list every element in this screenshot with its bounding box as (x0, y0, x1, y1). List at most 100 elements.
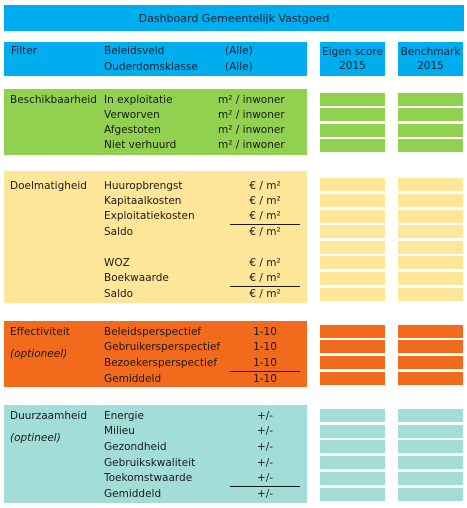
eigen-score-header: Eigen score 2015 (320, 42, 385, 76)
subtotal-underline (230, 486, 300, 487)
metric-label: Gebruikersperspectief (104, 341, 221, 353)
eigen-score-cell (320, 272, 385, 285)
metric-label: Bezoekersperspectief (104, 357, 218, 369)
filter-label: Filter (11, 45, 38, 57)
metric-label: Exploitatiekosten (104, 210, 195, 222)
metric-unit: 1-10 (253, 341, 277, 353)
eigen-score-cell (320, 210, 385, 223)
benchmark-cell (398, 425, 463, 438)
metric-unit: € / m² (249, 272, 281, 284)
metric-unit: +/- (256, 472, 274, 484)
eigen-score-cell (320, 440, 385, 453)
metric-unit: m² / inwoner (218, 94, 285, 106)
benchmark-cell (398, 272, 463, 285)
benchmark-cell (398, 178, 463, 191)
metric-label: Niet verhuurd (104, 139, 177, 151)
metric-unit: +/- (256, 425, 274, 437)
metric-label: Beleidsperspectief (104, 326, 202, 338)
benchmark-cell (398, 210, 463, 223)
metric-unit: 1-10 (253, 326, 277, 338)
metric-label: Kapitaalkosten (104, 195, 182, 207)
beleidsveld-label: Beleidsveld (104, 45, 165, 57)
effectiviteit-panel: Effectiviteit (optioneel) Beleidsperspec… (4, 321, 307, 387)
benchmark-cell (398, 472, 463, 485)
doelmatigheid-panel: Doelmatigheid Huuropbrengst € / m² Kapit… (4, 171, 307, 303)
metric-label: Gemiddeld (104, 488, 162, 500)
metric-unit: m² / inwoner (218, 109, 285, 121)
eigen-score-cell (320, 139, 385, 152)
metric-label: Gemiddeld (104, 373, 162, 385)
eigen-score-year: 2015 (339, 60, 366, 72)
eigen-score-cell (320, 356, 385, 369)
benchmark-cell (398, 340, 463, 353)
metric-unit: m² / inwoner (218, 139, 285, 151)
metric-unit: € / m² (249, 195, 281, 207)
benchmark-cell (398, 409, 463, 422)
metric-unit: € / m² (249, 288, 281, 300)
benchmark-cell (398, 356, 463, 369)
benchmark-cell (398, 440, 463, 453)
benchmark-cell (398, 241, 463, 254)
section-name: Doelmatigheid (10, 180, 87, 192)
metric-label: Afgestoten (104, 124, 161, 136)
metric-label: WOZ (104, 257, 130, 269)
eigen-score-cell (320, 340, 385, 353)
metric-label: Milieu (104, 425, 135, 437)
metric-unit: € / m² (249, 257, 281, 269)
benchmark-cell (398, 325, 463, 338)
eigen-score-cell (320, 472, 385, 485)
metric-label: Boekwaarde (104, 272, 169, 284)
metric-unit: € / m² (249, 180, 281, 192)
eigen-score-cell (320, 178, 385, 191)
benchmark-cell (398, 194, 463, 207)
metric-label: In exploitatie (104, 94, 173, 106)
metric-label: Toekomstwaarde (104, 472, 193, 484)
metric-unit: +/- (256, 488, 274, 500)
benchmark-year: 2015 (417, 60, 444, 72)
eigen-score-title: Eigen score (322, 46, 383, 58)
subtotal-underline (230, 286, 300, 287)
section-name: Effectiviteit (10, 326, 70, 338)
metric-label: Verworven (104, 109, 160, 121)
ouderdomsklasse-filter-value[interactable]: (Alle) (225, 61, 253, 73)
section-name: Duurzaamheid (10, 410, 88, 422)
subtotal-underline (230, 371, 300, 372)
metric-label: Saldo (104, 226, 134, 238)
metric-unit: 1-10 (253, 373, 277, 385)
benchmark-cell (398, 225, 463, 238)
metric-unit: m² / inwoner (218, 124, 285, 136)
benchmark-cell (398, 488, 463, 501)
metric-unit: +/- (256, 441, 274, 453)
eigen-score-cell (320, 256, 385, 269)
metric-unit: € / m² (249, 210, 281, 222)
eigen-score-cell (320, 425, 385, 438)
metric-unit: € / m² (249, 226, 281, 238)
filter-header: Filter Beleidsveld (Alle) Ouderdomsklass… (4, 42, 307, 76)
eigen-score-cell (320, 93, 385, 106)
dashboard-title: Dashboard Gemeentelijk Vastgoed (4, 5, 464, 31)
duurzaamheid-panel: Duurzaamheid (optineel) Energie +/- Mili… (4, 405, 307, 503)
eigen-score-cell (320, 124, 385, 137)
eigen-score-cell (320, 194, 385, 207)
benchmark-cell (398, 124, 463, 137)
dashboard-title-text: Dashboard Gemeentelijk Vastgoed (138, 11, 330, 25)
ouderdomsklasse-label: Ouderdomsklasse (104, 61, 198, 73)
metric-unit: +/- (256, 457, 274, 469)
eigen-score-cell (320, 225, 385, 238)
benchmark-cell (398, 456, 463, 469)
benchmark-cell (398, 256, 463, 269)
beleidsveld-filter-value[interactable]: (Alle) (225, 45, 253, 57)
metric-unit: +/- (256, 410, 274, 422)
benchmark-header: Benchmark 2015 (398, 42, 463, 76)
metric-label: Gezondheid (104, 441, 167, 453)
benchmark-cell (398, 93, 463, 106)
eigen-score-cell (320, 241, 385, 254)
metric-label: Saldo (104, 288, 134, 300)
eigen-score-cell (320, 456, 385, 469)
section-name: Beschikbaarheid (10, 94, 97, 106)
eigen-score-cell (320, 288, 385, 301)
metric-label: Energie (104, 410, 144, 422)
metric-label: Gebruikskwaliteit (104, 457, 196, 469)
eigen-score-cell (320, 488, 385, 501)
subtotal-underline (230, 224, 300, 225)
